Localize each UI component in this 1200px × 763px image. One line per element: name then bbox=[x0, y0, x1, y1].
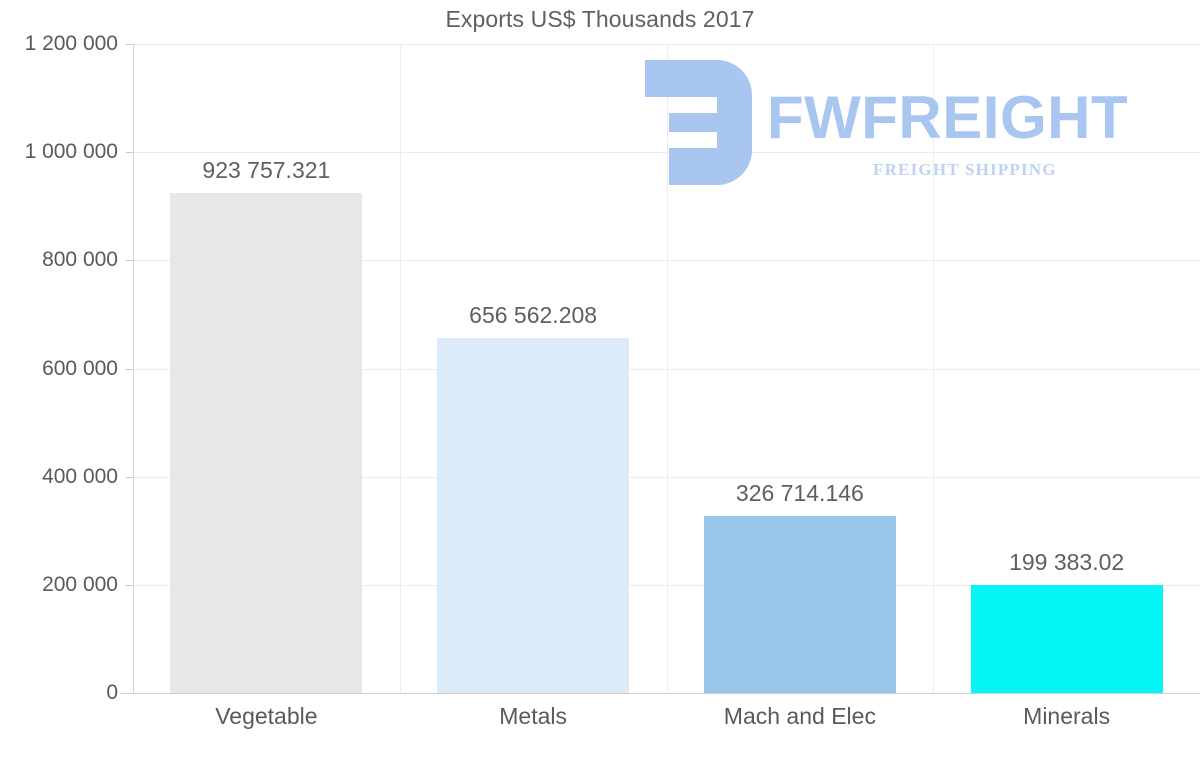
y-axis-tick-label: 600 000 bbox=[42, 356, 118, 380]
bar-mach-and-elec[interactable] bbox=[703, 516, 896, 693]
y-axis-tick bbox=[126, 584, 134, 586]
chart-title: Exports US$ Thousands 2017 bbox=[445, 6, 755, 32]
y-axis-tick-label: 1 200 000 bbox=[24, 32, 118, 55]
gridline-vertical bbox=[399, 44, 401, 694]
bar-value-label: 199 383.02 bbox=[1009, 549, 1125, 576]
x-axis-tick-label: Minerals bbox=[1023, 703, 1111, 729]
bar-value-label: 656 562.208 bbox=[469, 301, 598, 328]
gridline-vertical bbox=[666, 44, 668, 694]
watermark-brand: FWFREIGHT bbox=[767, 84, 1129, 151]
watermark-tagline: FREIGHT SHIPPING bbox=[873, 160, 1057, 179]
x-axis-tick-label: Vegetable bbox=[215, 703, 318, 729]
y-axis-tick-label: 800 000 bbox=[42, 248, 118, 272]
x-axis-tick-label: Mach and Elec bbox=[723, 703, 876, 729]
y-axis-tick-label: 0 bbox=[106, 681, 118, 704]
bar-minerals[interactable] bbox=[970, 585, 1163, 693]
y-axis-tick bbox=[126, 368, 134, 370]
bar-vegetable[interactable] bbox=[170, 193, 363, 693]
bar-value-label: 326 714.146 bbox=[735, 480, 864, 507]
y-axis-tick-label: 1 000 000 bbox=[24, 140, 118, 164]
bar-value-label: 923 757.321 bbox=[202, 157, 331, 184]
watermark: FWFREIGHT FREIGHT SHIPPING bbox=[645, 60, 1145, 185]
fwfreight-logo-icon bbox=[645, 60, 752, 185]
y-axis-tick bbox=[126, 152, 134, 154]
bar-metals[interactable] bbox=[437, 337, 630, 693]
y-axis-tick bbox=[126, 44, 134, 45]
x-axis-tick-label: Metals bbox=[499, 703, 567, 729]
y-axis-tick-label: 200 000 bbox=[42, 572, 118, 596]
y-axis-tick bbox=[126, 476, 134, 478]
y-axis-tick-label: 400 000 bbox=[42, 464, 118, 488]
gridline-vertical bbox=[933, 44, 935, 694]
y-axis-line bbox=[133, 44, 134, 694]
x-axis-line bbox=[120, 693, 1200, 694]
y-axis-tick bbox=[126, 260, 134, 262]
